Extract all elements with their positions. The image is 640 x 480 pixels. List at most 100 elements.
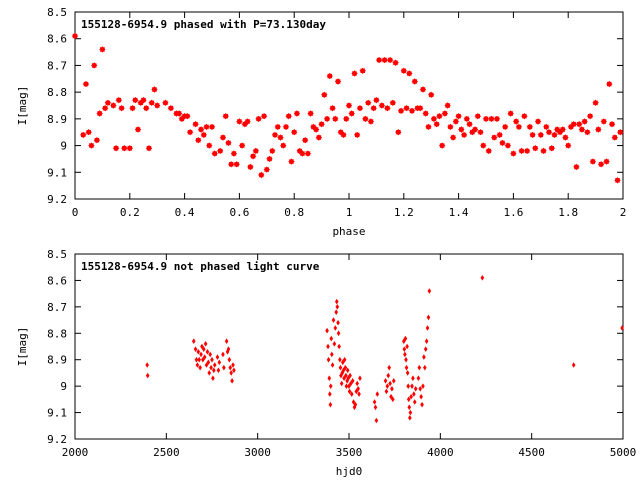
data-point [521, 113, 528, 120]
data-point [143, 105, 150, 112]
data-point [417, 105, 424, 112]
data-point [412, 391, 416, 397]
data-point [140, 97, 147, 104]
data-point [543, 123, 550, 131]
x-tick-label: 0.8 [284, 206, 304, 219]
data-point [232, 367, 236, 374]
data-point [288, 158, 295, 165]
data-point [403, 105, 410, 112]
data-point [263, 166, 270, 173]
data-point [383, 378, 388, 384]
data-point [512, 118, 520, 125]
data-point [200, 131, 207, 139]
data-point [327, 375, 332, 382]
data-point [559, 126, 566, 133]
data-point [421, 383, 425, 389]
data-point [418, 385, 423, 392]
data-point [507, 110, 514, 117]
data-point [212, 362, 217, 368]
data-point [491, 134, 498, 141]
data-point [411, 375, 415, 382]
x-tick-label: 1.6 [503, 206, 523, 219]
data-point [344, 383, 349, 389]
data-point [510, 150, 517, 157]
data-point [603, 158, 610, 165]
x-tick-label: 2 [620, 206, 627, 219]
data-point [225, 139, 232, 147]
data-point [471, 126, 479, 133]
data-point [199, 351, 203, 358]
unphased-y-axis-label: I[mag] [16, 327, 29, 367]
data-point [354, 131, 361, 139]
data-point [330, 362, 335, 368]
data-point [211, 375, 215, 382]
data-point [614, 177, 621, 184]
data-point [526, 123, 533, 131]
data-point [217, 147, 224, 155]
data-point [441, 110, 449, 117]
data-point [540, 147, 547, 155]
unphased-y-ticks: 8.5 8.6 8.7 8.8 8.9 9 9.1 9.2 [47, 248, 623, 446]
data-point [326, 72, 333, 80]
data-point [71, 32, 79, 40]
x-tick-label: 0.2 [120, 206, 140, 219]
data-point [548, 145, 555, 152]
data-point [206, 142, 213, 149]
data-point [145, 145, 153, 152]
data-point [112, 145, 120, 152]
data-point [340, 131, 347, 139]
data-point [452, 118, 460, 125]
data-point [203, 341, 208, 347]
data-point [192, 121, 199, 128]
data-point [326, 356, 331, 363]
y-tick-label: 8.9 [47, 354, 67, 367]
data-point [229, 370, 233, 376]
data-point [307, 110, 314, 117]
data-point [458, 126, 465, 133]
data-point [345, 367, 350, 374]
data-point [333, 325, 338, 331]
data-point [381, 56, 388, 64]
data-point [412, 399, 417, 405]
data-point [373, 404, 378, 411]
data-point [151, 86, 158, 93]
data-point [390, 385, 394, 392]
data-point [203, 123, 210, 131]
data-point [348, 110, 355, 117]
data-point [606, 80, 613, 88]
data-point [226, 346, 231, 352]
data-point [573, 163, 580, 171]
data-point [480, 142, 487, 149]
data-point [334, 298, 339, 305]
phased-x-ticks: 0 0.2 0.4 0.6 0.8 1 1.2 1.4 1.6 1.8 2 [72, 12, 627, 219]
x-tick-label: 1.2 [394, 206, 414, 219]
data-point [215, 354, 220, 360]
data-point [197, 126, 205, 133]
data-point [231, 362, 235, 368]
data-point [145, 362, 149, 368]
data-point [236, 118, 243, 125]
x-tick-label: 2000 [62, 446, 89, 459]
data-point [334, 309, 339, 315]
y-tick-label: 8.7 [47, 59, 67, 72]
data-point [201, 346, 206, 352]
data-point [258, 171, 265, 179]
data-point [480, 274, 485, 281]
x-tick-label: 2500 [153, 446, 180, 459]
data-point [353, 401, 358, 408]
data-point [93, 137, 101, 144]
data-point [406, 70, 413, 77]
data-point [204, 362, 209, 368]
data-point [328, 383, 333, 389]
x-tick-label: 0.6 [229, 206, 249, 219]
data-point [195, 137, 202, 144]
data-point [207, 370, 212, 376]
data-point [271, 131, 279, 139]
data-point [586, 113, 594, 120]
data-point [378, 102, 386, 109]
y-tick-label: 9.1 [47, 407, 67, 420]
data-point [154, 102, 161, 109]
y-tick-label: 9.1 [47, 166, 67, 179]
data-point [408, 107, 416, 114]
